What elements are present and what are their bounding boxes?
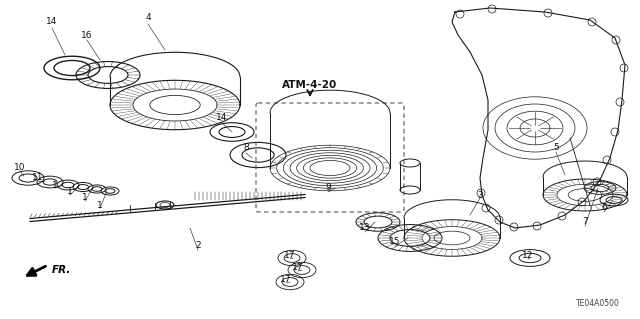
Text: 9: 9 (325, 183, 331, 192)
Text: 4: 4 (145, 13, 151, 23)
Text: 2: 2 (195, 241, 201, 249)
Text: TE04A0500: TE04A0500 (576, 299, 620, 308)
Text: 3: 3 (477, 190, 483, 199)
Text: 1: 1 (67, 188, 73, 197)
Text: 15: 15 (389, 238, 401, 247)
Text: 1: 1 (82, 194, 88, 203)
Text: 1: 1 (52, 181, 58, 189)
Text: 5: 5 (553, 144, 559, 152)
Text: 12: 12 (522, 250, 534, 259)
Text: 8: 8 (243, 144, 249, 152)
Text: 1: 1 (97, 201, 103, 210)
Text: 14: 14 (216, 114, 228, 122)
Text: FR.: FR. (52, 265, 72, 275)
Text: 11: 11 (32, 174, 44, 182)
Text: 17: 17 (292, 263, 304, 272)
Text: 10: 10 (14, 164, 26, 173)
Text: ATM-4-20: ATM-4-20 (282, 80, 338, 90)
Text: 13: 13 (359, 224, 371, 233)
Text: 7: 7 (582, 218, 588, 226)
Text: 14: 14 (46, 18, 58, 26)
Text: 17: 17 (280, 276, 292, 285)
Text: 17: 17 (284, 250, 296, 259)
Text: 6: 6 (601, 204, 607, 212)
Text: 16: 16 (81, 31, 93, 40)
